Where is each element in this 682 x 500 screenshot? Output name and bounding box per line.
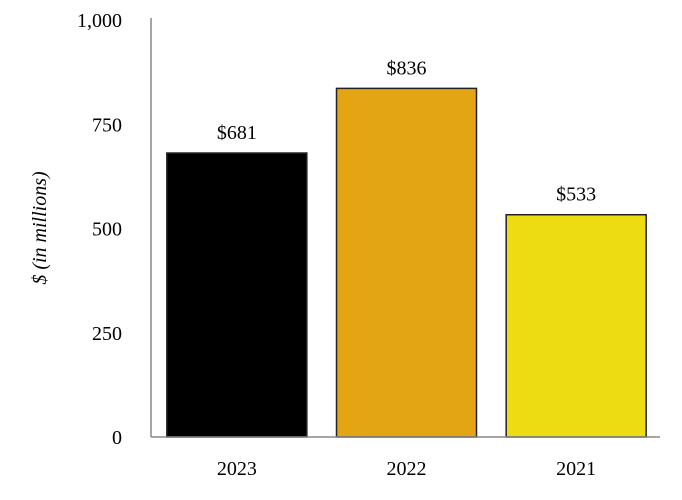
x-tick-label: 2022 (387, 458, 427, 480)
x-tick-label: 2023 (217, 458, 257, 480)
y-axis-label: $ (in millions) (29, 171, 51, 285)
y-tick-label: 750 (92, 114, 122, 136)
bar-2022 (335, 87, 478, 438)
bar-2021 (505, 213, 647, 438)
y-tick-label: 500 (92, 219, 122, 241)
x-tick-label: 2021 (556, 458, 596, 480)
y-tick-label: 1,000 (77, 10, 122, 32)
y-tick-label: 250 (92, 323, 122, 345)
data-label: $836 (387, 57, 427, 79)
bar-2023 (166, 152, 308, 438)
data-label: $533 (556, 184, 596, 206)
y-tick-label: 0 (112, 427, 122, 449)
data-label: $681 (217, 122, 257, 144)
